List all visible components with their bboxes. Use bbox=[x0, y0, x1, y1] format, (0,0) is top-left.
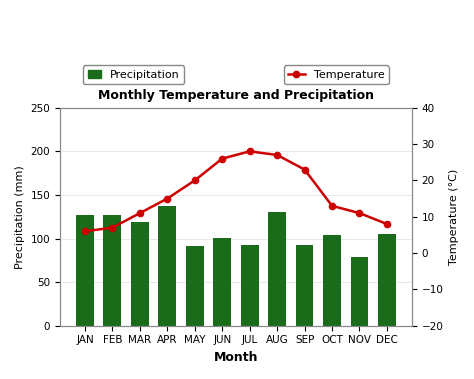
Bar bbox=[241, 244, 259, 326]
Bar bbox=[76, 215, 94, 326]
Y-axis label: Precipitation (mm): Precipitation (mm) bbox=[15, 165, 25, 269]
Bar bbox=[378, 234, 396, 326]
Bar bbox=[213, 238, 231, 326]
Y-axis label: Temperature (°C): Temperature (°C) bbox=[449, 169, 459, 265]
Bar bbox=[158, 206, 176, 326]
Bar bbox=[131, 222, 149, 326]
Bar bbox=[323, 235, 341, 326]
Bar bbox=[186, 246, 204, 326]
Bar bbox=[351, 257, 368, 326]
X-axis label: Month: Month bbox=[214, 351, 258, 364]
Bar bbox=[296, 244, 313, 326]
Bar bbox=[268, 212, 286, 326]
Bar bbox=[103, 215, 121, 326]
Legend: Temperature: Temperature bbox=[283, 65, 389, 84]
Title: Monthly Temperature and Precipitation: Monthly Temperature and Precipitation bbox=[98, 89, 374, 102]
